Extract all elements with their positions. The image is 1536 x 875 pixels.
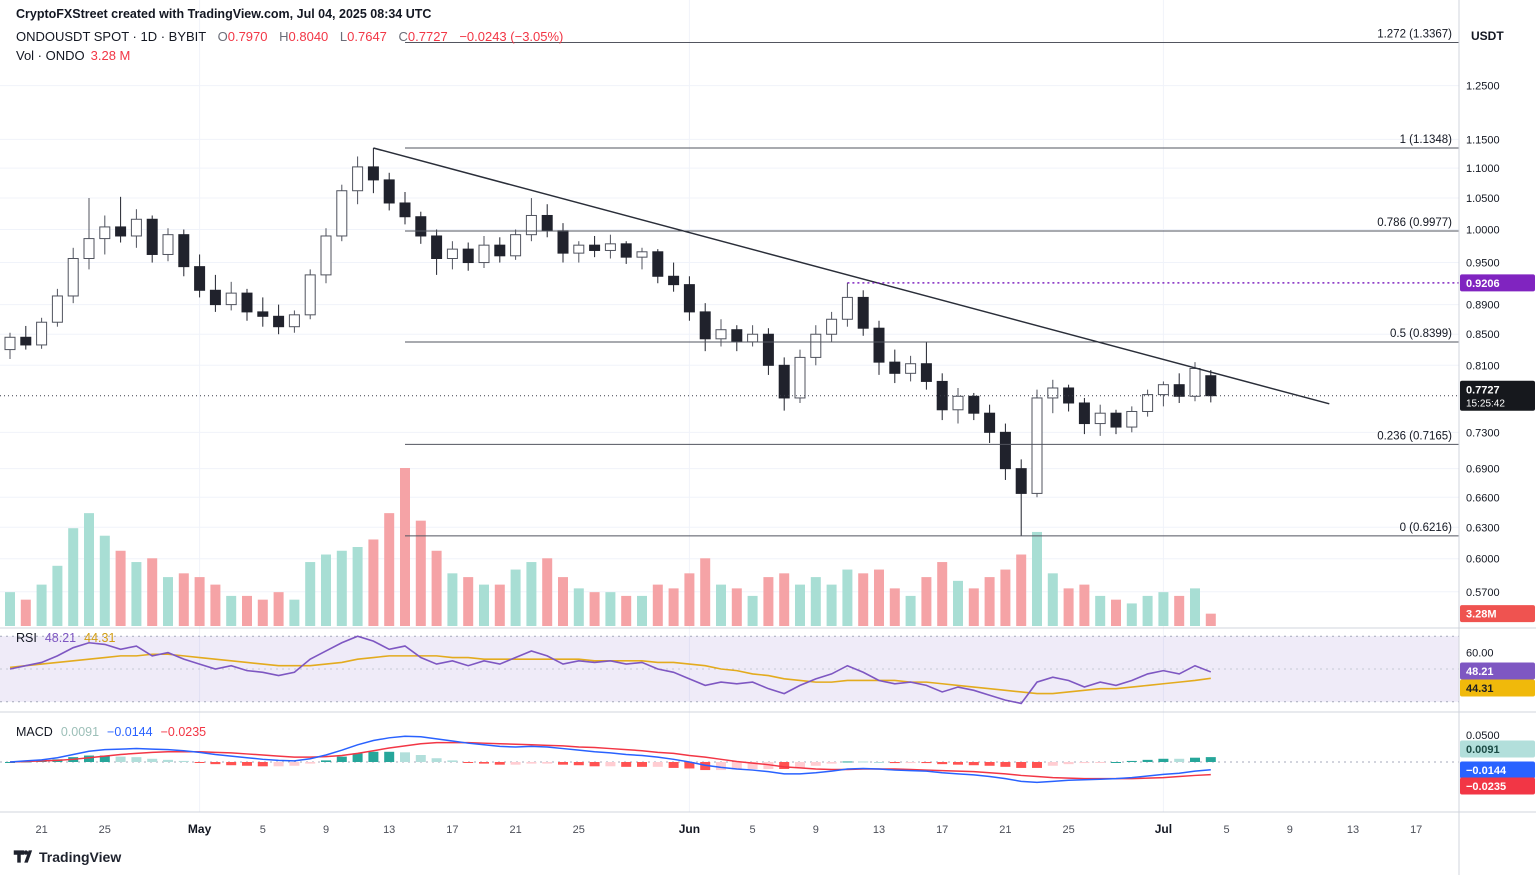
symbol-title[interactable]: ONDOUSDT SPOT · 1D · BYBIT [16,29,206,44]
svg-text:5: 5 [260,824,266,836]
macd-hist-value: 0.0091 [60,725,100,739]
svg-text:Jun: Jun [679,822,700,836]
svg-text:Jul: Jul [1155,822,1172,836]
svg-text:5: 5 [1224,824,1230,836]
svg-text:0.0500: 0.0500 [1466,730,1500,742]
svg-text:0.9206: 0.9206 [1466,278,1500,290]
fibonacci-levels: 1.272 (1.3367) 1 (1.1348) 0.786 (0.9977) 0.… [405,28,1459,537]
svg-text:13: 13 [1347,824,1359,836]
svg-text:0.5 (0.8399): 0.5 (0.8399) [1390,328,1452,340]
svg-text:21: 21 [999,824,1011,836]
price-axis[interactable]: USDT 1.2500 1.1500 1.1000 1.0500 1.0000 0.9500… [1458,0,1536,875]
svg-text:25: 25 [1062,824,1074,836]
svg-text:1.1000: 1.1000 [1466,163,1500,175]
svg-text:1.272 (1.3367): 1.272 (1.3367) [1377,28,1452,40]
svg-text:3.28M: 3.28M [1466,609,1497,621]
svg-text:17: 17 [1410,824,1422,836]
svg-text:9: 9 [813,824,819,836]
macd-legend: MACD 0.0091 −0.0144 −0.0235 [16,725,206,739]
svg-text:21: 21 [35,824,47,836]
svg-text:44.31: 44.31 [1466,683,1494,695]
axis-badges: 0.9206 0.7727 15:25:42 3.28M 48.21 44.31 0.009… [1460,274,1535,795]
svg-text:48.21: 48.21 [1466,666,1494,678]
high-label: H [279,29,289,44]
svg-text:0.6900: 0.6900 [1466,464,1500,476]
volume-bars [5,468,1216,626]
svg-text:0.7300: 0.7300 [1466,427,1500,439]
svg-text:0.8500: 0.8500 [1466,329,1500,341]
time-axis[interactable]: 21 25 May 5 9 13 17 21 25 Jun 5 9 13 17 21 25 Jul 5 9 13 17 [35,822,1422,836]
volume-legend: Vol · ONDO 3.28 M [16,48,130,63]
rsi-lines [9,635,1212,705]
macd-label[interactable]: MACD [16,725,53,739]
svg-text:60.00: 60.00 [1466,648,1494,660]
tradingview-logo-icon [13,850,33,863]
svg-text:5: 5 [750,824,756,836]
rsi-legend: RSI 48.21 44.31 [16,631,115,645]
close-value: 0.7727 [407,29,448,44]
high-value: 0.8040 [288,29,329,44]
svg-text:0.9500: 0.9500 [1466,258,1500,270]
svg-text:13: 13 [383,824,395,836]
svg-text:0.786 (0.9977): 0.786 (0.9977) [1377,217,1452,229]
svg-text:17: 17 [936,824,948,836]
pane-separators [0,627,1536,813]
descending-trendline [373,147,1330,405]
svg-text:1 (1.1348): 1 (1.1348) [1400,134,1453,146]
svg-text:May: May [188,822,212,836]
svg-text:0.8900: 0.8900 [1466,300,1500,312]
open-value: 0.7970 [227,29,268,44]
macd-lines [9,735,1211,784]
svg-text:25: 25 [573,824,585,836]
tradingview-logo[interactable]: TradingView [12,846,121,867]
svg-text:0.6300: 0.6300 [1466,522,1500,534]
volume-value: 3.28 M [90,48,131,63]
svg-text:25: 25 [99,824,111,836]
svg-text:0.8100: 0.8100 [1466,360,1500,372]
svg-text:0 (0.6216): 0 (0.6216) [1400,522,1453,534]
change-value: −0.0243 (−3.05%) [459,29,564,44]
svg-text:0.6000: 0.6000 [1466,554,1500,566]
svg-text:1.0000: 1.0000 [1466,225,1500,237]
svg-text:USDT: USDT [1471,29,1504,43]
svg-text:1.1500: 1.1500 [1466,134,1500,146]
svg-text:−0.0235: −0.0235 [1466,781,1506,793]
attribution-text: CryptoFXStreet created with TradingView.… [16,7,432,21]
svg-text:0.236 (0.7165): 0.236 (0.7165) [1377,430,1452,442]
svg-text:1.2500: 1.2500 [1466,81,1500,93]
svg-text:15:25:42: 15:25:42 [1466,399,1505,410]
svg-text:1.0500: 1.0500 [1466,193,1500,205]
candles [4,147,1217,536]
svg-text:0.5700: 0.5700 [1466,587,1500,599]
svg-text:9: 9 [323,824,329,836]
svg-text:17: 17 [446,824,458,836]
open-label: O [217,29,228,44]
tradingview-logo-text: TradingView [39,848,122,865]
close-label: C [398,29,408,44]
macd-signal-value: −0.0235 [160,725,207,739]
rsi-value: 48.21 [44,631,77,645]
svg-text:0.7727: 0.7727 [1466,385,1500,397]
svg-text:21: 21 [509,824,521,836]
svg-text:9: 9 [1287,824,1293,836]
symbol-legend: ONDOUSDT SPOT · 1D · BYBIT O0.7970 H0.80… [16,29,563,44]
svg-text:0.6600: 0.6600 [1466,492,1500,504]
low-label: L [339,29,348,44]
svg-text:0.0091: 0.0091 [1466,744,1500,756]
svg-text:−0.0144: −0.0144 [1466,765,1507,777]
volume-label[interactable]: Vol · ONDO [16,48,85,63]
macd-line-value: −0.0144 [107,725,153,739]
low-value: 0.7647 [347,29,387,44]
rsi-label[interactable]: RSI [16,631,37,645]
rsi-ma-value: 44.31 [84,631,116,645]
svg-text:13: 13 [873,824,885,836]
